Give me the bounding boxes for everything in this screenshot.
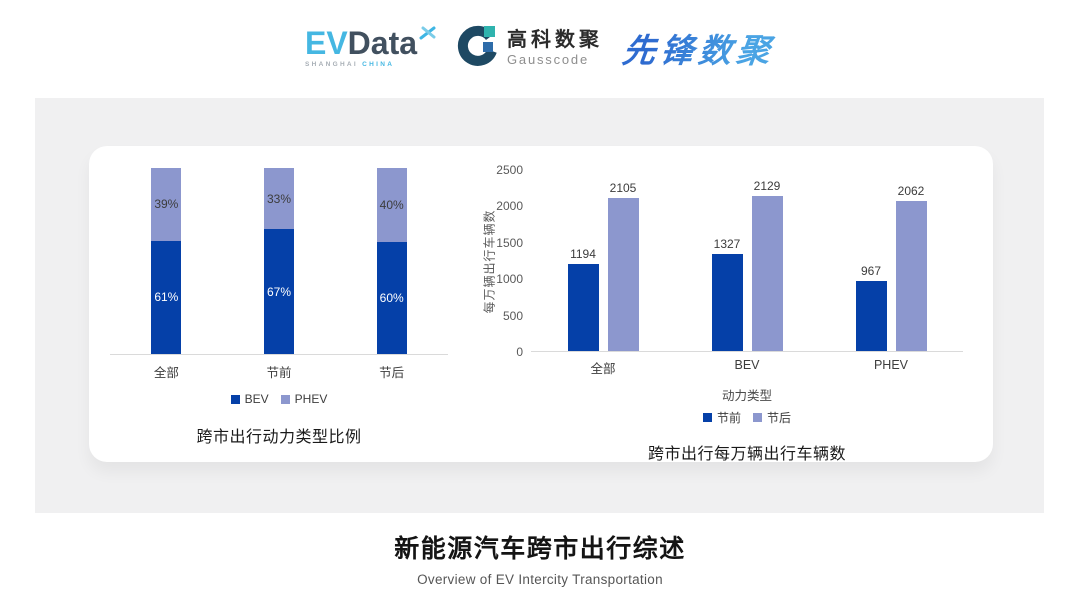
- stacked-bar-chart: 39% 61% 33% 67% 40% 60% 全部 节前 节后 BEV PHEV 跨市出行动力…: [110, 168, 448, 447]
- header-logos: EV Data SHANGHAI CHINA 高科数聚 Gausscode: [0, 24, 1080, 72]
- bev-segment: 67%: [264, 229, 294, 354]
- y-tick-label: 2500: [496, 163, 523, 177]
- legend-label: 节前: [716, 411, 741, 425]
- page-title: 新能源汽车跨市出行综述: [394, 535, 686, 563]
- evdata-data-text: Data: [347, 24, 418, 61]
- category-label: PHEV: [873, 358, 909, 372]
- bar-post-holiday: [607, 197, 639, 351]
- stacked-bar-chart-title: 跨市出行动力类型比例: [196, 429, 362, 446]
- y-axis-title: 每万辆出行车辆数: [481, 170, 497, 352]
- phev-segment: 33%: [264, 168, 294, 230]
- bar-value-label: 1327: [713, 237, 741, 252]
- phev-segment: 39%: [151, 168, 182, 241]
- legend-swatch-post-holiday: [753, 413, 762, 422]
- bar-value-label: 2062: [897, 183, 925, 198]
- legend-label: PHEV: [294, 392, 328, 406]
- evdata-subtitle: SHANGHAI CHINA: [305, 61, 437, 68]
- stacked-bar: 39% 61%: [151, 168, 182, 354]
- gausscode-logo: 高科数聚 Gausscode: [457, 25, 603, 72]
- bar-with-label-pre-holiday: 1327: [711, 237, 743, 351]
- evdata-subtitle-left: SHANGHAI: [304, 61, 359, 69]
- bar-group: 967 2062: [819, 184, 963, 351]
- bar-value-label: 2105: [609, 180, 637, 195]
- pioneer-logo: 先锋数聚: [620, 24, 778, 72]
- evdata-ev-text: EV: [304, 24, 348, 61]
- grouped-bar-main: 1194 2105 1327 2129 967 2062 全部 BEV PHEV 动力类型 节…: [531, 170, 963, 464]
- segment-value-label: 67%: [266, 284, 292, 299]
- bar-pre-holiday: [855, 280, 887, 351]
- stacked-bar: 33% 67%: [264, 168, 294, 354]
- gausscode-cn-text: 高科数聚: [507, 29, 604, 51]
- grouped-bar-plot-area: 1194 2105 1327 2129 967 2062: [531, 170, 963, 352]
- bar-pre-holiday: [711, 254, 743, 351]
- y-tick-label: 1500: [496, 235, 523, 250]
- bev-segment: 60%: [376, 242, 407, 354]
- category-label: 节后: [379, 366, 405, 380]
- segment-value-label: 61%: [154, 290, 179, 305]
- segment-value-label: 33%: [266, 191, 292, 206]
- bev-segment: 61%: [151, 240, 182, 354]
- legend-swatch-pre-holiday: [702, 413, 712, 422]
- y-tick-labels: 0 500 1000 1500 2000 2500: [496, 163, 531, 359]
- y-tick-label: 500: [502, 308, 523, 323]
- bar-with-label-post-holiday: 2129: [751, 179, 783, 351]
- legend-item-post-holiday: 节后: [753, 409, 791, 426]
- bar-value-label: 1194: [570, 247, 596, 262]
- phev-segment: 40%: [376, 168, 407, 243]
- gausscode-wordmark: 高科数聚 Gausscode: [507, 29, 603, 67]
- evdata-logo: EV Data SHANGHAI CHINA: [304, 24, 437, 68]
- stacked-bar-legend: BEV PHEV: [110, 392, 448, 406]
- legend-label: 节后: [767, 411, 792, 425]
- stacked-bar-column: 33% 67%: [223, 168, 336, 354]
- grouped-bar-y-axis: 每万辆出行车辆数 0 500 1000 1500 2000 2500: [481, 163, 531, 359]
- bar-group: 1327 2129: [675, 179, 819, 351]
- charts-card: 39% 61% 33% 67% 40% 60% 全部 节前 节后 BEV PHEV 跨市出行动力…: [35, 98, 1044, 513]
- category-label: 全部: [153, 366, 179, 380]
- caption: 新能源汽车跨市出行综述 Overview of EV Intercity Tra…: [0, 529, 1080, 587]
- bar-with-label-pre-holiday: 1194: [567, 247, 599, 351]
- legend-swatch-bev: [230, 394, 240, 404]
- stacked-bar-column: 39% 61%: [110, 168, 223, 354]
- grouped-bar-legend: 节前 节后: [531, 409, 963, 426]
- bar-with-label-pre-holiday: 967: [855, 263, 887, 351]
- x-axis-title: 动力类型: [721, 389, 772, 403]
- category-label: 全部: [590, 362, 616, 376]
- bar-group: 1194 2105: [531, 181, 675, 351]
- evdata-wordmark: EV Data: [304, 24, 437, 61]
- gausscode-g-icon: [457, 25, 499, 72]
- y-axis-title-text: 每万辆出行车辆数: [482, 208, 497, 314]
- bar-post-holiday: [751, 196, 783, 351]
- bar-value-label: 2129: [753, 179, 781, 194]
- legend-item-bev: BEV: [230, 392, 269, 406]
- grouped-bar-chart-title: 跨市出行每万辆出行车辆数: [647, 446, 846, 463]
- bar-pre-holiday: [567, 264, 599, 351]
- segment-value-label: 40%: [379, 198, 404, 213]
- legend-item-pre-holiday: 节前: [702, 409, 741, 426]
- gausscode-en-text: Gausscode: [507, 52, 589, 67]
- stacked-bar-column: 40% 60%: [335, 168, 448, 354]
- y-tick-label: 0: [516, 345, 523, 359]
- evdata-spark-icon: [419, 25, 437, 44]
- y-tick-label: 1000: [496, 272, 523, 287]
- evdata-subtitle-right: CHINA: [362, 61, 395, 69]
- stacked-bar: 40% 60%: [376, 168, 407, 354]
- legend-swatch-phev: [280, 394, 290, 404]
- legend-item-phev: PHEV: [280, 392, 328, 406]
- legend-label: BEV: [244, 392, 269, 406]
- page-subtitle: Overview of EV Intercity Transportation: [417, 572, 663, 587]
- bar-with-label-post-holiday: 2062: [895, 183, 927, 351]
- bar-with-label-post-holiday: 2105: [607, 180, 639, 351]
- bar-value-label: 967: [860, 263, 882, 278]
- category-label: BEV: [734, 358, 760, 372]
- charts-panel: 39% 61% 33% 67% 40% 60% 全部 节前 节后 BEV PHEV 跨市出行动力…: [89, 146, 993, 464]
- segment-value-label: 60%: [379, 291, 404, 306]
- grouped-bar-category-axis: 全部 BEV PHEV: [531, 358, 963, 377]
- category-label: 节前: [266, 366, 292, 380]
- bar-post-holiday: [895, 200, 927, 351]
- segment-value-label: 39%: [154, 197, 179, 212]
- stacked-bar-category-axis: 全部 节前 节后: [110, 362, 448, 381]
- stacked-bar-plot-area: 39% 61% 33% 67% 40% 60%: [110, 168, 448, 355]
- grouped-bar-chart: 每万辆出行车辆数 0 500 1000 1500 2000 2500 1194 2105 13…: [481, 163, 963, 464]
- y-tick-label: 2000: [496, 199, 523, 214]
